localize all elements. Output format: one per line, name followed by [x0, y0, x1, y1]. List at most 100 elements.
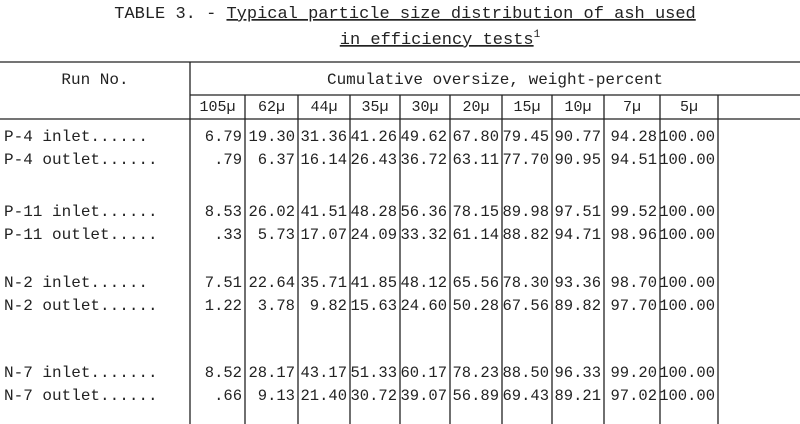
cell-value: 98.96: [610, 226, 657, 244]
cell-value: 48.28: [350, 203, 397, 221]
cell-value: 69.43: [502, 387, 549, 405]
cell-value: 63.11: [452, 151, 499, 169]
cell-value: 50.28: [452, 297, 499, 315]
table-title-2: in efficiency tests1: [340, 29, 541, 51]
cell-value: .33: [214, 226, 242, 244]
row-label: P-4 inlet......: [4, 128, 148, 146]
row-label: P-11 outlet.....: [4, 226, 158, 244]
row-label: N-2 outlet......: [4, 297, 158, 315]
run-no-header: Run No.: [61, 71, 128, 89]
cell-value: 56.89: [452, 387, 499, 405]
size-header: 10µ: [564, 99, 591, 116]
size-header: 20µ: [462, 99, 489, 116]
cell-value: 90.95: [554, 151, 601, 169]
cell-value: 7.51: [205, 274, 242, 292]
size-header: 15µ: [513, 99, 540, 116]
cell-value: 89.98: [502, 203, 549, 221]
cell-value: 35.71: [300, 274, 347, 292]
cell-value: 9.82: [310, 297, 347, 315]
cell-value: 100.00: [659, 226, 715, 244]
cell-value: 43.17: [300, 364, 347, 382]
cell-value: .79: [214, 151, 242, 169]
cell-value: 60.17: [400, 364, 447, 382]
table-title: TABLE 3. - Typical particle size distrib…: [114, 5, 696, 24]
cell-value: 97.70: [610, 297, 657, 315]
cell-value: 24.09: [350, 226, 397, 244]
cell-value: 41.51: [300, 203, 347, 221]
cell-value: 24.60: [400, 297, 447, 315]
cell-value: 28.17: [248, 364, 295, 382]
cell-value: 79.45: [502, 128, 549, 146]
cell-value: 65.56: [452, 274, 499, 292]
cell-value: 97.51: [554, 203, 601, 221]
cell-value: 19.30: [248, 128, 295, 146]
cell-value: 15.63: [350, 297, 397, 315]
cell-value: 31.36: [300, 128, 347, 146]
cell-value: 22.64: [248, 274, 295, 292]
row-label: N-7 inlet.......: [4, 364, 158, 382]
cell-value: 8.52: [205, 364, 242, 382]
cell-value: 93.36: [554, 274, 601, 292]
cell-value: 49.62: [400, 128, 447, 146]
cell-value: 78.15: [452, 203, 499, 221]
size-header: 30µ: [411, 99, 438, 116]
cell-value: 56.36: [400, 203, 447, 221]
cell-value: 77.70: [502, 151, 549, 169]
cell-value: 67.56: [502, 297, 549, 315]
row-label: N-7 outlet......: [4, 387, 158, 405]
row-label: N-2 inlet......: [4, 274, 148, 292]
cell-value: 61.14: [452, 226, 499, 244]
size-header: 44µ: [310, 99, 337, 116]
size-header: 7µ: [623, 99, 641, 116]
cell-value: 100.00: [659, 387, 715, 405]
cell-value: 78.30: [502, 274, 549, 292]
cell-value: 26.02: [248, 203, 295, 221]
cell-value: 51.33: [350, 364, 397, 382]
size-header: 105µ: [199, 99, 235, 116]
cell-value: 9.13: [258, 387, 295, 405]
cell-value: 1.22: [205, 297, 242, 315]
cell-value: 99.20: [610, 364, 657, 382]
cell-value: 88.82: [502, 226, 549, 244]
cell-value: 5.73: [258, 226, 295, 244]
cell-value: 33.32: [400, 226, 447, 244]
cell-value: 41.26: [350, 128, 397, 146]
cell-value: 89.21: [554, 387, 601, 405]
cell-value: 8.53: [205, 203, 242, 221]
cell-value: 26.43: [350, 151, 397, 169]
cell-value: 78.23: [452, 364, 499, 382]
cell-value: .66: [214, 387, 242, 405]
cell-value: 94.28: [610, 128, 657, 146]
cell-value: 100.00: [659, 151, 715, 169]
title-prefix: TABLE 3. -: [114, 5, 226, 24]
size-header: 35µ: [361, 99, 388, 116]
cell-value: 94.51: [610, 151, 657, 169]
group-header: Cumulative oversize, weight-percent: [327, 71, 663, 89]
cell-value: 39.07: [400, 387, 447, 405]
cell-value: 6.79: [205, 128, 242, 146]
cell-value: 100.00: [659, 203, 715, 221]
cell-value: 48.12: [400, 274, 447, 292]
cell-value: 94.71: [554, 226, 601, 244]
cell-value: 100.00: [659, 128, 715, 146]
cell-value: 16.14: [300, 151, 347, 169]
cell-value: 17.07: [300, 226, 347, 244]
size-header: 5µ: [680, 99, 698, 116]
row-label: P-4 outlet......: [4, 151, 158, 169]
cell-value: 3.78: [258, 297, 295, 315]
cell-value: 100.00: [659, 297, 715, 315]
cell-value: 41.85: [350, 274, 397, 292]
size-header: 62µ: [258, 99, 285, 116]
title-line2: in efficiency tests: [340, 31, 534, 50]
cell-value: 96.33: [554, 364, 601, 382]
row-label: P-11 inlet......: [4, 203, 158, 221]
cell-value: 89.82: [554, 297, 601, 315]
cell-value: 99.52: [610, 203, 657, 221]
cell-value: 97.02: [610, 387, 657, 405]
cell-value: 100.00: [659, 274, 715, 292]
cell-value: 67.80: [452, 128, 499, 146]
cell-value: 98.70: [610, 274, 657, 292]
cell-value: 36.72: [400, 151, 447, 169]
cell-value: 21.40: [300, 387, 347, 405]
